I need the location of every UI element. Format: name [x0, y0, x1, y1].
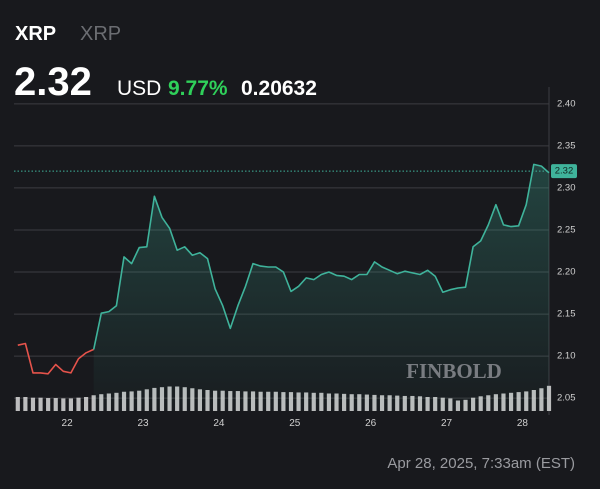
volume-bar — [91, 395, 96, 411]
x-tick-label: 28 — [517, 418, 529, 429]
volume-bar — [76, 397, 81, 411]
volume-bar — [23, 397, 28, 411]
plot: 2.05 2.10 2.15 2.20 2.25 2.30 2.35 2.40 22 23 24 25… — [14, 87, 577, 429]
x-tick-label: 25 — [289, 418, 301, 429]
x-tick-label: 27 — [441, 418, 453, 429]
volume-bar — [68, 398, 74, 411]
volume-bar — [46, 398, 51, 411]
x-tick-label: 23 — [137, 418, 149, 429]
y-tick-label: 2.35 — [557, 140, 576, 151]
symbol: XRP — [15, 23, 56, 45]
y-tick-label: 2.40 — [557, 98, 576, 109]
y-tick-label: 2.10 — [557, 351, 576, 362]
asset-name: XRP — [80, 23, 121, 45]
volume-bar — [38, 397, 43, 411]
y-tick-label: 2.20 — [557, 267, 576, 278]
volume-bar — [84, 397, 89, 411]
x-tick-label: 24 — [213, 418, 225, 429]
x-tick-label: 26 — [365, 418, 377, 429]
price-line — [17, 342, 95, 375]
price-area — [93, 164, 549, 411]
watermark: FINBOLD — [406, 359, 502, 383]
currency: USD — [117, 77, 161, 100]
y-tick-label: 2.25 — [557, 224, 576, 235]
price: 2.32 — [14, 60, 92, 104]
x-tick-label: 22 — [62, 418, 74, 429]
y-tick-label: 2.30 — [557, 182, 576, 193]
volume-bar — [15, 397, 20, 411]
last-price-label: 2.32 — [555, 166, 574, 177]
timestamp: Apr 28, 2025, 7:33am (EST) — [387, 455, 575, 472]
change: 0.20632 — [241, 77, 317, 100]
change-percent: 9.77% — [168, 77, 228, 100]
volume-bar — [30, 397, 36, 411]
y-tick-label: 2.15 — [557, 309, 576, 320]
volume-bar — [61, 398, 66, 411]
volume-bar — [53, 398, 58, 411]
price-line — [92, 163, 550, 350]
y-tick-label: 2.05 — [557, 393, 576, 404]
last-price-box — [551, 164, 577, 179]
